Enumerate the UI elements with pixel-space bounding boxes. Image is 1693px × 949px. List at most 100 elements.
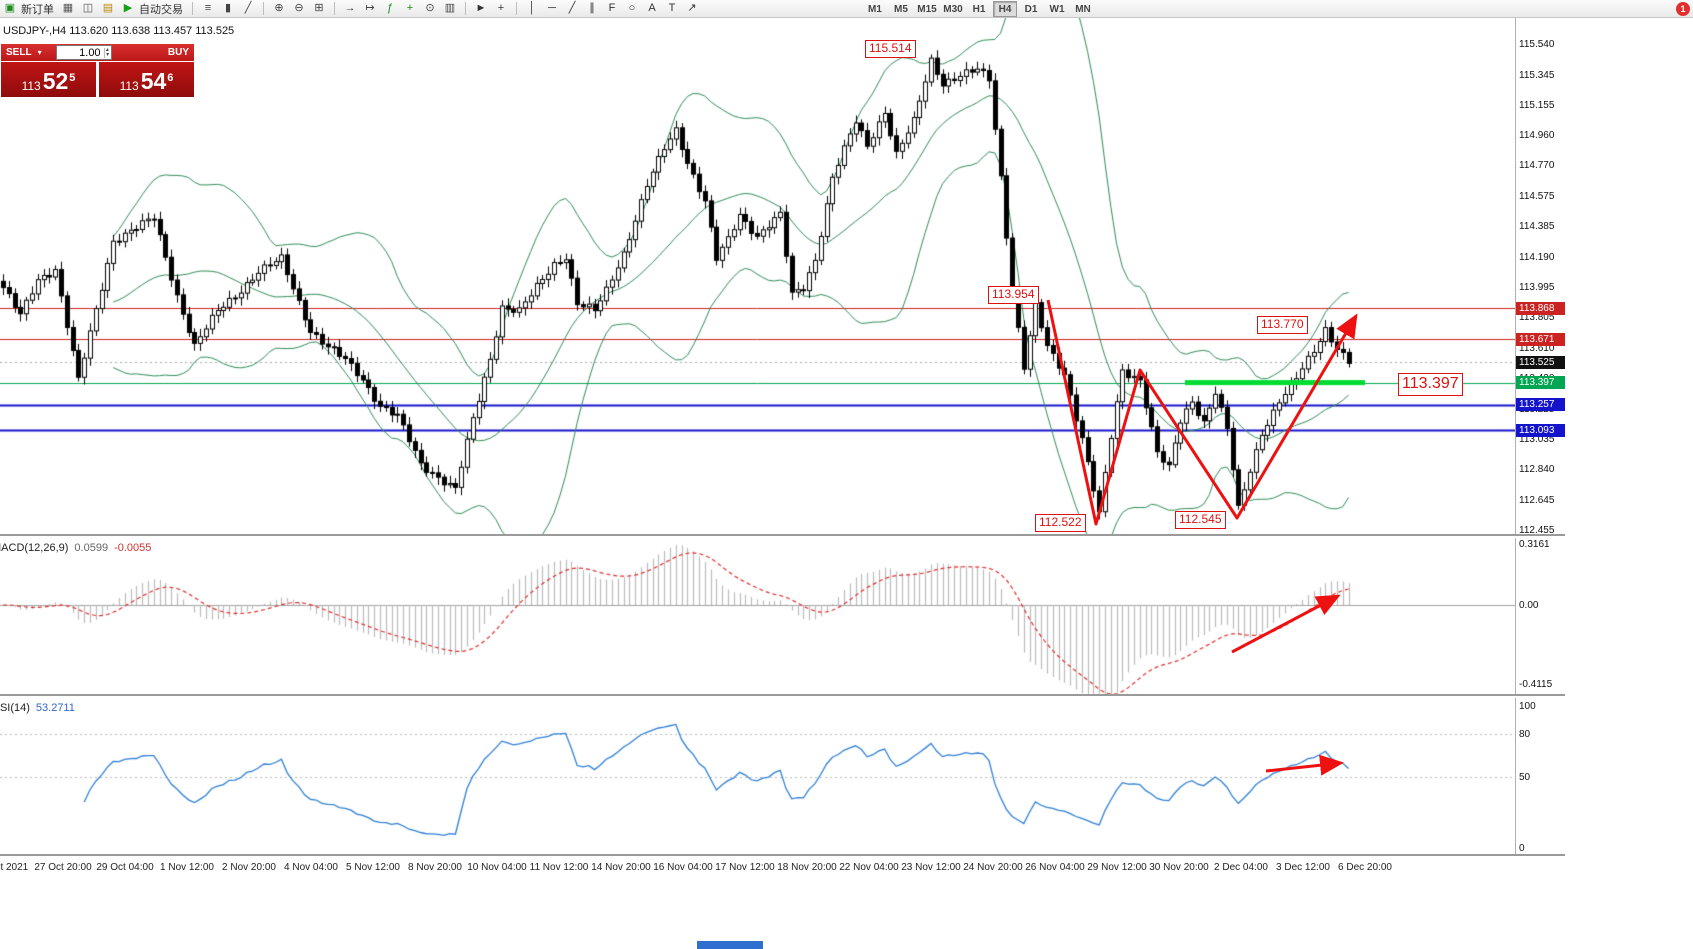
templates-icon[interactable]: ▥ <box>444 2 456 14</box>
fibonacci-icon[interactable]: F <box>608 2 616 14</box>
candlestick-chart[interactable] <box>0 18 1515 534</box>
order-type-dropdown-icon[interactable]: ▾ <box>37 48 42 57</box>
price-tick: 113.995 <box>1519 282 1555 294</box>
profiles-icon[interactable]: ◫ <box>82 2 94 14</box>
timeframe-mn[interactable]: MN <box>1075 3 1091 15</box>
price-badge-113.397: 113.397 <box>1516 376 1565 390</box>
timeframe-h4[interactable]: H4 <box>993 1 1017 17</box>
timeframe-m15[interactable]: M15 <box>917 3 937 15</box>
timeframe-h1[interactable]: H1 <box>972 3 986 15</box>
market-watch-icon[interactable]: ▤ <box>102 2 114 14</box>
time-label: 29 Oct 04:00 <box>96 862 154 873</box>
auto-scroll-icon[interactable]: → <box>344 2 356 14</box>
macd-main-value: 0.0599 <box>74 542 109 554</box>
rsi-name: RSI(14) <box>0 702 30 714</box>
arrows-tool-icon[interactable]: ↗ <box>687 2 697 14</box>
rsi-scale: 100 80 50 0 <box>1515 698 1565 854</box>
cursor-icon[interactable]: ► <box>475 2 487 14</box>
crosshair-icon[interactable]: + <box>497 2 505 14</box>
zoom-out-icon[interactable]: ⊖ <box>294 2 304 14</box>
price-annotation-112.522[interactable]: 112.522 <box>1035 514 1086 532</box>
time-label: 18 Nov 20:00 <box>777 862 837 873</box>
macd-scale: 0.3161 0.00 -0.4115 <box>1515 538 1565 694</box>
rsi-tick: 0 <box>1519 843 1525 854</box>
time-label: 2 Dec 04:00 <box>1214 862 1268 873</box>
vertical-line-icon[interactable]: │ <box>528 2 536 14</box>
time-label: 1 Nov 12:00 <box>160 862 214 873</box>
price-tick: 114.190 <box>1519 251 1555 263</box>
timeframe-w1[interactable]: W1 <box>1049 3 1065 15</box>
chart-window: 115.540 115.345 115.155 114.960 114.770 114.5… <box>0 18 1565 886</box>
channel-icon[interactable]: ∥ <box>589 2 595 14</box>
spinner-up-icon[interactable]: ▴ <box>105 46 109 53</box>
timeframe-d1[interactable]: D1 <box>1024 3 1038 15</box>
toolbar-separator <box>334 2 335 15</box>
text-icon[interactable]: A <box>648 2 656 14</box>
sell-price-small: 113 <box>21 78 41 93</box>
price-tick: 115.540 <box>1519 39 1555 50</box>
one-click-trade-panel: SELL ▾ 1.00 ▴ ▾ BUY 113 52 5 <box>1 44 194 97</box>
timeframe-m30[interactable]: M30 <box>943 3 963 15</box>
time-label: 16 Nov 04:00 <box>653 862 713 873</box>
tile-windows-icon[interactable]: ⊞ <box>314 2 324 14</box>
sell-button[interactable]: SELL <box>6 47 32 58</box>
buy-button[interactable]: BUY <box>167 47 189 58</box>
bar-chart-icon[interactable]: ≡ <box>204 2 212 14</box>
notification-badge[interactable]: 1 <box>1676 2 1690 16</box>
toolbar-separator <box>263 2 264 15</box>
rsi-label: RSI(14) 53.2711 <box>0 702 75 714</box>
price-tick: 113.610 <box>1519 343 1555 355</box>
price-annotation-113.770[interactable]: 113.770 <box>1257 316 1308 334</box>
time-axis[interactable]: 27 Oct 2021 27 Oct 20:00 29 Oct 04:00 1 Nov… <box>0 858 1565 882</box>
rsi-chart[interactable] <box>0 698 1515 854</box>
trendline-icon[interactable]: ╱ <box>568 2 576 14</box>
horizontal-line-icon[interactable]: ─ <box>548 2 556 14</box>
new-order-icon[interactable]: ▣ <box>4 2 16 14</box>
autotrading-icon[interactable]: ▶ <box>123 2 133 14</box>
toolbar-icon-groups: ▣ 新订单 ▦ ◫ ▤ ▶ 自动交易 ≡ ▮ ╱ ⊕ ⊖ ⊞ → ↦ ƒ + ⊙ ▥ ► + │ ─ ╱ ∥ F ○ A T ↗ <box>0 0 702 17</box>
buy-price-button[interactable]: 113 54 6 <box>99 62 194 97</box>
text-label-icon[interactable]: T <box>668 2 676 14</box>
chart-shift-icon[interactable]: ↦ <box>365 2 375 14</box>
price-annotation-112.545[interactable]: 112.545 <box>1175 511 1226 529</box>
sell-price-button[interactable]: 113 52 5 <box>1 62 96 97</box>
time-label: 17 Nov 12:00 <box>715 862 775 873</box>
price-tick: 112.645 <box>1519 495 1555 507</box>
price-annotation-113.397[interactable]: 113.397 <box>1398 373 1463 396</box>
shapes-icon[interactable]: ○ <box>628 2 636 14</box>
toolbar-separator <box>516 2 517 15</box>
price-tick: 115.345 <box>1519 69 1555 81</box>
zoom-in-icon[interactable]: ⊕ <box>274 2 284 14</box>
add-indicator-icon[interactable]: + <box>406 2 414 14</box>
volume-spinner[interactable]: ▴ ▾ <box>103 46 110 58</box>
price-tick: 114.960 <box>1519 130 1555 142</box>
new-order-label: 新订单 <box>21 3 54 16</box>
time-label: 14 Nov 20:00 <box>591 862 651 873</box>
timeframe-m5[interactable]: M5 <box>894 3 908 15</box>
price-annotation-115.514[interactable]: 115.514 <box>865 40 916 58</box>
new-chart-icon[interactable]: ▦ <box>62 2 74 14</box>
trade-panel-top-row: SELL ▾ 1.00 ▴ ▾ BUY <box>1 44 194 61</box>
indicators-icon[interactable]: ƒ <box>386 2 394 14</box>
time-label: 27 Oct 2021 <box>0 862 29 873</box>
periods-icon[interactable]: ⊙ <box>425 2 435 14</box>
time-label: 10 Nov 04:00 <box>467 862 527 873</box>
autotrading-label: 自动交易 <box>139 3 183 16</box>
rsi-tick: 80 <box>1519 729 1531 741</box>
candlestick-chart-icon[interactable]: ▮ <box>224 2 232 14</box>
price-annotation-113.954[interactable]: 113.954 <box>988 286 1039 304</box>
time-label: 26 Nov 04:00 <box>1025 862 1085 873</box>
price-tick: 115.155 <box>1519 99 1555 111</box>
line-chart-icon[interactable]: ╱ <box>244 2 252 14</box>
volume-input[interactable]: 1.00 ▴ ▾ <box>55 45 112 60</box>
macd-chart[interactable] <box>0 538 1515 694</box>
spinner-down-icon[interactable]: ▾ <box>105 51 109 58</box>
timeframe-m1[interactable]: M1 <box>868 3 882 15</box>
buy-price-big: 54 <box>140 68 167 94</box>
price-badge-113.257: 113.257 <box>1516 398 1565 412</box>
time-label: 22 Nov 04:00 <box>839 862 899 873</box>
time-label: 29 Nov 12:00 <box>1087 862 1147 873</box>
price-tick: 114.385 <box>1519 220 1555 232</box>
time-label: 24 Nov 20:00 <box>963 862 1023 873</box>
price-badge-113.671: 113.671 <box>1516 332 1565 346</box>
